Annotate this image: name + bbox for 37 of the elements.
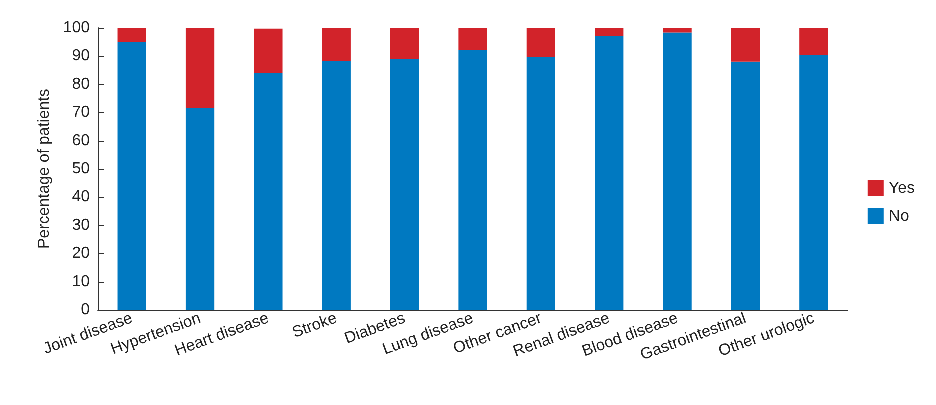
bar <box>390 59 420 310</box>
bar <box>663 32 692 310</box>
bar <box>595 28 624 36</box>
y-tick-label: 100 <box>63 20 90 36</box>
bar <box>458 28 488 51</box>
y-tick-label: 40 <box>72 188 90 206</box>
bar <box>731 28 760 62</box>
y-tick-label: 0 <box>81 302 90 318</box>
bar <box>800 28 828 56</box>
legend-label: No <box>888 208 910 225</box>
bar <box>186 108 215 310</box>
y-tick-label: 70 <box>72 104 90 122</box>
bar <box>322 60 351 310</box>
bar <box>254 28 283 74</box>
bar <box>118 28 146 42</box>
x-tick-label: Stroke <box>290 310 340 342</box>
bar <box>458 50 488 310</box>
y-tick-label: 20 <box>72 245 90 262</box>
y-tick-label: 50 <box>72 160 90 178</box>
y-tick-label: 30 <box>72 216 90 234</box>
y-tick-label: 60 <box>72 132 90 150</box>
y-axis-title: Percentage of patients <box>36 88 53 250</box>
bar <box>118 42 146 310</box>
bar <box>322 28 351 61</box>
bar <box>663 28 692 33</box>
legend-label: Yes <box>888 180 916 197</box>
bar <box>186 28 215 108</box>
y-tick-label: 80 <box>72 76 90 93</box>
bar <box>595 36 624 310</box>
bar <box>526 28 556 58</box>
bar <box>731 62 760 310</box>
bar <box>254 73 283 310</box>
y-tick-label: 10 <box>72 273 90 290</box>
bar <box>526 57 556 310</box>
bar <box>800 55 828 310</box>
bar <box>390 28 420 60</box>
y-tick-label: 90 <box>72 48 90 65</box>
